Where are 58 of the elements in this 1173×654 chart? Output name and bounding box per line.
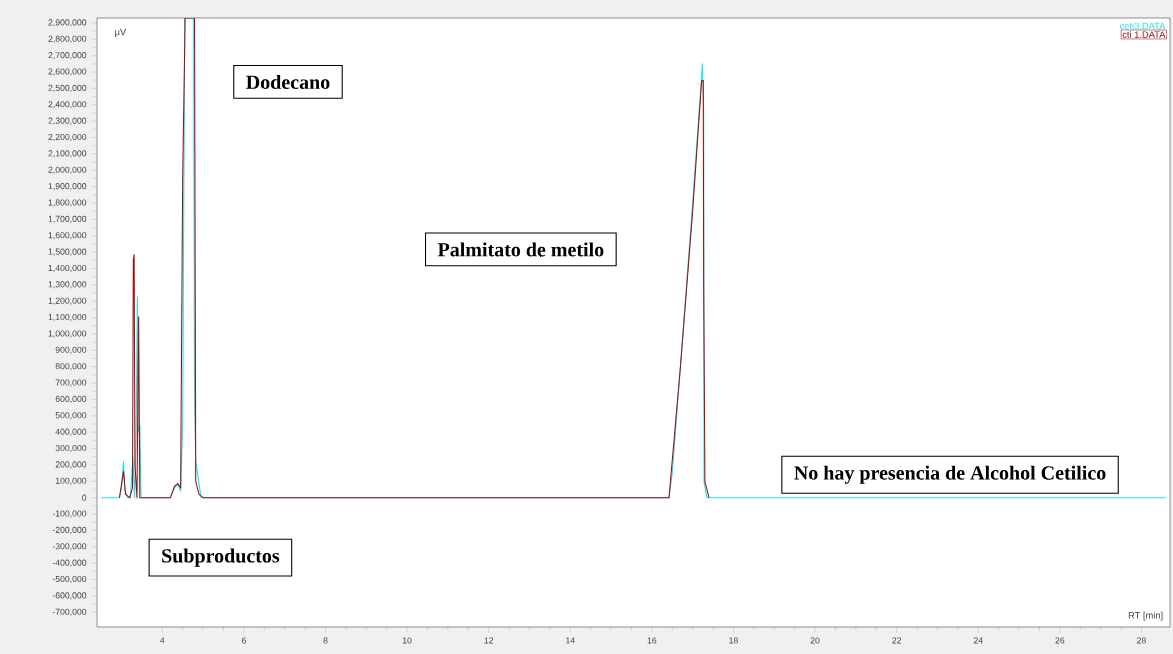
y-tick-label: 600,000 [55,395,87,404]
y-tick-label: 100,000 [55,477,87,485]
y-tick-label: 700,000 [55,379,87,387]
y-tick-label: 400,000 [55,428,87,436]
y-tick-label: 300,000 [55,444,87,453]
annotation: Palmitato de metilo [437,242,604,257]
x-tick-label: 10 [402,637,412,644]
y-tick-label: 1,000,000 [48,330,87,338]
x-tick-label: 8 [323,637,328,644]
y-tick-label: 1,800,000 [48,199,87,207]
annotation: No hay presencia de Alcohol Cetilico [794,465,1106,484]
x-tick-label: 14 [566,637,575,644]
y-tick-label: -500,000 [52,575,87,584]
y-tick-label: 1,600,000 [48,232,87,240]
x-tick-label: 12 [484,637,494,644]
x-tick-label: 20 [810,637,820,644]
y-tick-label: 1,900,000 [48,183,87,191]
y-tick-label: -300,000 [52,543,87,551]
y-tick-label: 2,700,000 [48,52,87,60]
y-tick-label: 500,000 [55,412,87,420]
annotation: Dodecano [246,74,330,89]
text: cti 1.DATA [1122,31,1166,38]
x-tick-label: 4 [160,637,165,644]
y-tick-label: 2,800,000 [48,35,87,43]
y-tick-label: -200,000 [52,526,87,534]
text: ceti3.DATA [1120,22,1166,30]
y-tick-label: 1,400,000 [48,264,87,273]
y-tick-label: 2,900,000 [48,19,87,27]
y-tick-label: -700,000 [52,608,87,616]
x-axis-title: RT [min] [1128,611,1163,621]
y-tick-label: 0 [82,494,87,501]
y-tick-label: 800,000 [55,363,87,371]
x-tick-label: 16 [647,637,657,644]
y-tick-label: -400,000 [52,559,87,567]
y-axis-title: μV [115,28,127,38]
y-tick-label: 900,000 [55,346,87,354]
y-tick-label: 2,200,000 [48,133,87,142]
x-tick-label: 6 [241,637,246,644]
x-tick-label: 24 [973,637,983,644]
y-tick-label: 1,500,000 [48,248,87,256]
y-tick-label: 2,100,000 [48,150,87,158]
y-tick-label: -100,000 [52,510,87,518]
y-tick-label: 2,600,000 [48,68,87,76]
y-tick-label: 1,100,000 [48,314,87,322]
x-tick-label: 28 [1137,637,1146,644]
y-tick-label: 2,300,000 [48,117,87,125]
y-tick-label: 2,500,000 [48,84,87,92]
x-tick-label: 26 [1055,637,1065,644]
annotation: Subproductos [162,548,280,567]
y-tick-label: 1,700,000 [48,215,87,223]
y-tick-label: 200,000 [55,461,87,469]
y-tick-label: 2,400,000 [48,101,87,109]
x-tick-label: 18 [729,637,738,644]
y-tick-label: 1,200,000 [48,297,87,305]
y-tick-label: 1,300,000 [48,281,87,289]
x-tick-label: 22 [892,637,902,644]
y-tick-label: 2,000,000 [48,166,87,174]
y-tick-label: -600,000 [52,592,87,600]
